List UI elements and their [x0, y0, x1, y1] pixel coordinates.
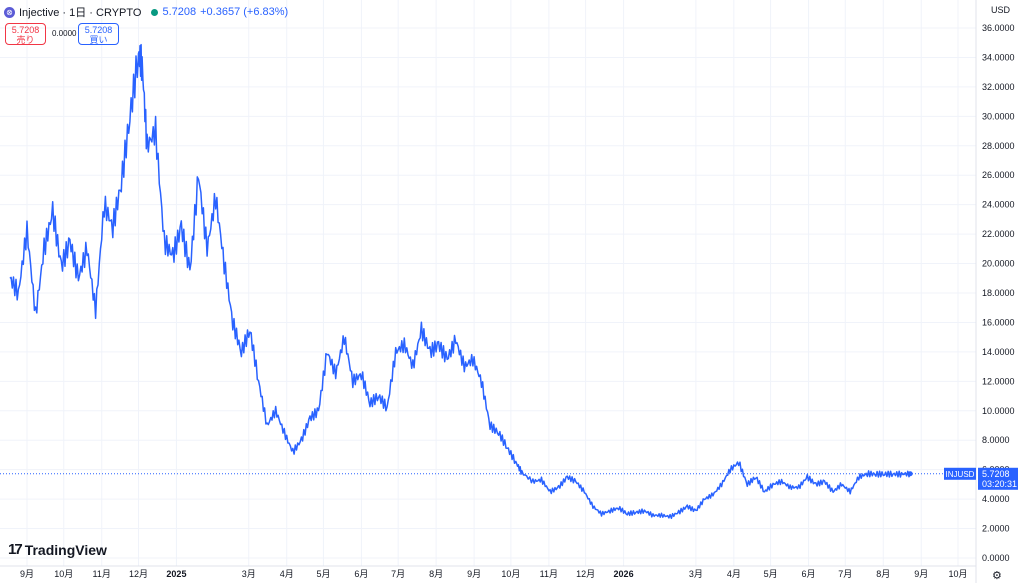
x-tick-label: 11月: [93, 569, 111, 579]
price-axis[interactable]: 0.00002.00004.00006.00008.000010.000012.…: [982, 23, 1015, 563]
x-tick-label: 12月: [576, 569, 595, 579]
grid-lines: [0, 0, 976, 566]
y-tick-label: 2.0000: [982, 524, 1010, 534]
x-tick-label: 11月: [540, 569, 558, 579]
x-tick-label: 5月: [316, 569, 330, 579]
symbol-tag: [944, 467, 976, 480]
y-tick-label: 20.0000: [982, 259, 1015, 269]
x-tick-label: 6月: [802, 569, 816, 579]
last-price-dot: [907, 471, 913, 477]
x-tick-label: 3月: [242, 569, 256, 579]
x-tick-label: 2026: [614, 569, 634, 579]
x-tick-label: 3月: [689, 569, 703, 579]
y-tick-label: 0.0000: [982, 553, 1010, 563]
x-tick-label: 10月: [501, 569, 520, 579]
y-tick-label: 24.0000: [982, 200, 1015, 210]
injective-logo-icon: ⊗: [4, 6, 15, 18]
y-tick-label: 26.0000: [982, 170, 1015, 180]
buy-price: 5.7208: [84, 25, 113, 35]
last-price-tag-value: 5.7208: [982, 469, 1010, 479]
x-tick-label: 12月: [129, 569, 148, 579]
symbol-header: ⊗ Injective · 1日 · CRYPTO 5.7208 +0.3657…: [4, 4, 288, 20]
tradingview-logo[interactable]: 17 TradingView: [8, 541, 107, 558]
price-tag: INJUSD 5.7208 03:20:31: [944, 467, 1018, 490]
candle-countdown: 03:20:31: [982, 479, 1017, 489]
y-tick-label: 30.0000: [982, 111, 1015, 121]
x-tick-label: 9月: [20, 569, 34, 579]
y-tick-label: 18.0000: [982, 288, 1015, 298]
sell-label: 売り: [16, 35, 35, 45]
spread-value: 0.0000: [52, 29, 77, 38]
tradingview-mark-icon: 17: [8, 541, 23, 558]
y-tick-label: 8.0000: [982, 435, 1010, 445]
x-tick-label: 7月: [838, 569, 852, 579]
x-tick-label: 7月: [391, 569, 405, 579]
buy-button[interactable]: 5.7208 買い: [78, 23, 119, 45]
currency-selector[interactable]: USD: [990, 5, 1010, 15]
y-tick-label: 36.0000: [982, 23, 1015, 33]
last-price-tag: [978, 467, 1018, 490]
y-tick-label: 10.0000: [982, 406, 1015, 416]
x-tick-label: 8月: [429, 569, 443, 579]
symbol-title[interactable]: Injective · 1日 · CRYPTO: [19, 7, 142, 19]
tradingview-wordmark: TradingView: [24, 541, 107, 558]
x-tick-label: 10月: [54, 569, 73, 579]
x-tick-label: 2025: [166, 569, 186, 579]
market-status-icon: [151, 8, 159, 16]
sell-button[interactable]: 5.7208 売り: [5, 23, 46, 45]
buy-label: 買い: [89, 35, 108, 45]
x-tick-label: 9月: [467, 569, 481, 579]
settings-gear-icon[interactable]: ⚙: [992, 570, 1002, 582]
last-price-value: 5.7208: [162, 6, 197, 18]
symbol-tag-text: INJUSD: [946, 470, 975, 479]
y-tick-label: 32.0000: [982, 82, 1015, 92]
x-tick-label: 4月: [727, 569, 741, 579]
y-tick-label: 4.0000: [982, 494, 1010, 504]
x-tick-label: 5月: [764, 569, 778, 579]
y-tick-label: 16.0000: [982, 317, 1015, 327]
x-tick-label: 9月: [914, 569, 928, 579]
y-tick-label: 22.0000: [982, 229, 1015, 239]
price-change: +0.3657 (+6.83%): [200, 6, 289, 18]
sell-price: 5.7208: [11, 25, 40, 35]
time-axis[interactable]: 9月 10月 11月 12月 2025 3月 4月 5月 6月 7月 8月 9月 10月 11月 12月 20…: [20, 569, 968, 579]
y-tick-label: 28.0000: [982, 141, 1015, 151]
series-line-injusd: [9, 43, 911, 520]
y-tick-label: 34.0000: [982, 52, 1015, 62]
x-tick-label: 10月: [948, 569, 967, 579]
y-tick-label: 14.0000: [982, 347, 1015, 357]
x-tick-label: 4月: [280, 569, 294, 579]
x-tick-label: 6月: [354, 569, 368, 579]
x-tick-label: 8月: [876, 569, 890, 579]
y-tick-label: 12.0000: [982, 376, 1015, 386]
